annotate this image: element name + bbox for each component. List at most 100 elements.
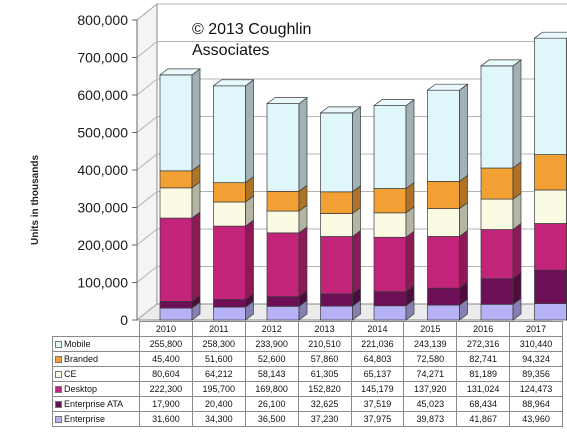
bar-face: [534, 189, 567, 224]
table-cell: 82,741: [456, 351, 511, 367]
table-cell: 26,100: [244, 396, 299, 412]
bar-segment: [427, 201, 468, 238]
bar-segment: [480, 271, 522, 305]
legend-entry: Branded: [52, 351, 140, 367]
bar-face: [320, 305, 353, 321]
bar-stack-2015: [426, 83, 469, 321]
bar-segment: [213, 195, 254, 227]
bar-face: [427, 208, 460, 237]
bar-stack-2011: [212, 79, 255, 321]
table-cell: 137,920: [403, 381, 458, 397]
bar-face: [427, 89, 460, 182]
bar-face: [266, 103, 300, 192]
bar-segment: [427, 229, 468, 289]
table-cell: 58,143: [244, 366, 299, 382]
table-cell: 221,036: [350, 336, 405, 352]
bar-segment: [373, 284, 415, 307]
bar-side: [191, 211, 201, 303]
legend-label: Branded: [64, 353, 99, 364]
bar-segment: [426, 83, 469, 183]
gridline-side: [136, 78, 158, 96]
table-cell: 51,600: [191, 351, 246, 367]
bar-face: [266, 232, 300, 297]
gridline-side: [136, 41, 158, 58]
bar-face: [159, 74, 193, 172]
bar-segment: [373, 299, 415, 321]
bar-side: [459, 83, 468, 183]
bar-segment: [159, 211, 201, 303]
bar-face: [427, 236, 460, 289]
bar-top: [479, 59, 523, 67]
table-cell: 39,873: [403, 411, 458, 427]
bar-segment: [159, 164, 201, 189]
table-cell: 45,023: [403, 396, 458, 412]
gridline-side: [136, 116, 158, 133]
legend-swatch: [55, 385, 62, 393]
gridline-side: [136, 266, 158, 283]
legend-swatch: [55, 340, 62, 348]
bar-face: [213, 85, 246, 184]
table-cell: 20,400: [191, 396, 246, 412]
bar-face: [427, 287, 460, 306]
bar-face: [427, 181, 460, 209]
y-tick-label: 100,000: [77, 275, 128, 291]
bar-side: [352, 106, 361, 193]
bar-face: [266, 190, 300, 212]
bar-face: [159, 187, 193, 219]
data-table: 2010 2011 2012 2013 2014 2015 2016 2017 Mobile 2…: [52, 321, 563, 427]
y-axis-label: Units in thousands: [30, 155, 41, 245]
bar-face: [373, 188, 407, 214]
bar-side: [245, 219, 254, 301]
bar-segment: [480, 192, 522, 231]
legend-entry: CE: [52, 366, 140, 382]
bar-face: [534, 154, 567, 191]
table-row: Enterprise ATA 17,900 20,400 26,100 32,625 37…: [52, 396, 563, 412]
table-cell: 210,510: [297, 336, 352, 352]
table-cell: 41,867: [456, 411, 511, 427]
bar-face: [480, 167, 514, 200]
legend-label: Desktop: [64, 383, 98, 394]
table-cell: 195,700: [191, 381, 246, 397]
bar-face: [266, 305, 300, 321]
bar-side: [405, 98, 415, 190]
bar-segment: [159, 181, 201, 219]
bar-face: [534, 37, 567, 155]
year-header: 2010: [139, 321, 193, 337]
bar-segment: [320, 299, 361, 321]
bar-face: [534, 223, 567, 271]
bar-side: [245, 79, 254, 184]
bar-side: [512, 222, 522, 280]
legend-label: Enterprise: [64, 413, 106, 424]
table-cell: 45,400: [139, 351, 193, 367]
legend-label: Enterprise ATA: [64, 398, 124, 409]
table-cell: 37,230: [297, 411, 352, 427]
gridline-side: [136, 228, 158, 246]
bar-side: [191, 68, 201, 172]
table-cell: 64,212: [191, 366, 246, 382]
table-cell: 32,625: [297, 396, 352, 412]
table-cell: 124,473: [509, 381, 563, 397]
bar-segment: [373, 230, 415, 293]
gridline-side: [136, 191, 158, 208]
table-cell: 243,139: [403, 336, 458, 352]
legend-entry: Enterprise ATA: [52, 396, 140, 412]
copyright-note-line-1: © 2013 Coughlin: [192, 21, 311, 38]
year-header: 2012: [244, 321, 299, 337]
table-cell: 68,434: [456, 396, 511, 412]
bar-segment: [266, 226, 308, 298]
bar-face: [373, 236, 407, 293]
copyright-note-line-2: Associates: [192, 42, 269, 59]
bar-segment: [265, 96, 309, 193]
table-cell: 31,600: [139, 411, 193, 427]
y-tick-label: 500,000: [77, 125, 128, 141]
bar-stack-2017: [533, 31, 567, 321]
table-cell: 37,975: [350, 411, 405, 427]
y-tick-label: 0: [120, 312, 128, 328]
bar-side: [298, 226, 308, 298]
bar-segment: [372, 98, 416, 190]
bar-stack-2014: [372, 98, 416, 321]
y-axis-ticks: 0 100,000 200,000 300,000 400,000 500,000 600,…: [77, 12, 128, 328]
gridline-side: [136, 153, 158, 171]
bar-segment: [266, 184, 308, 212]
